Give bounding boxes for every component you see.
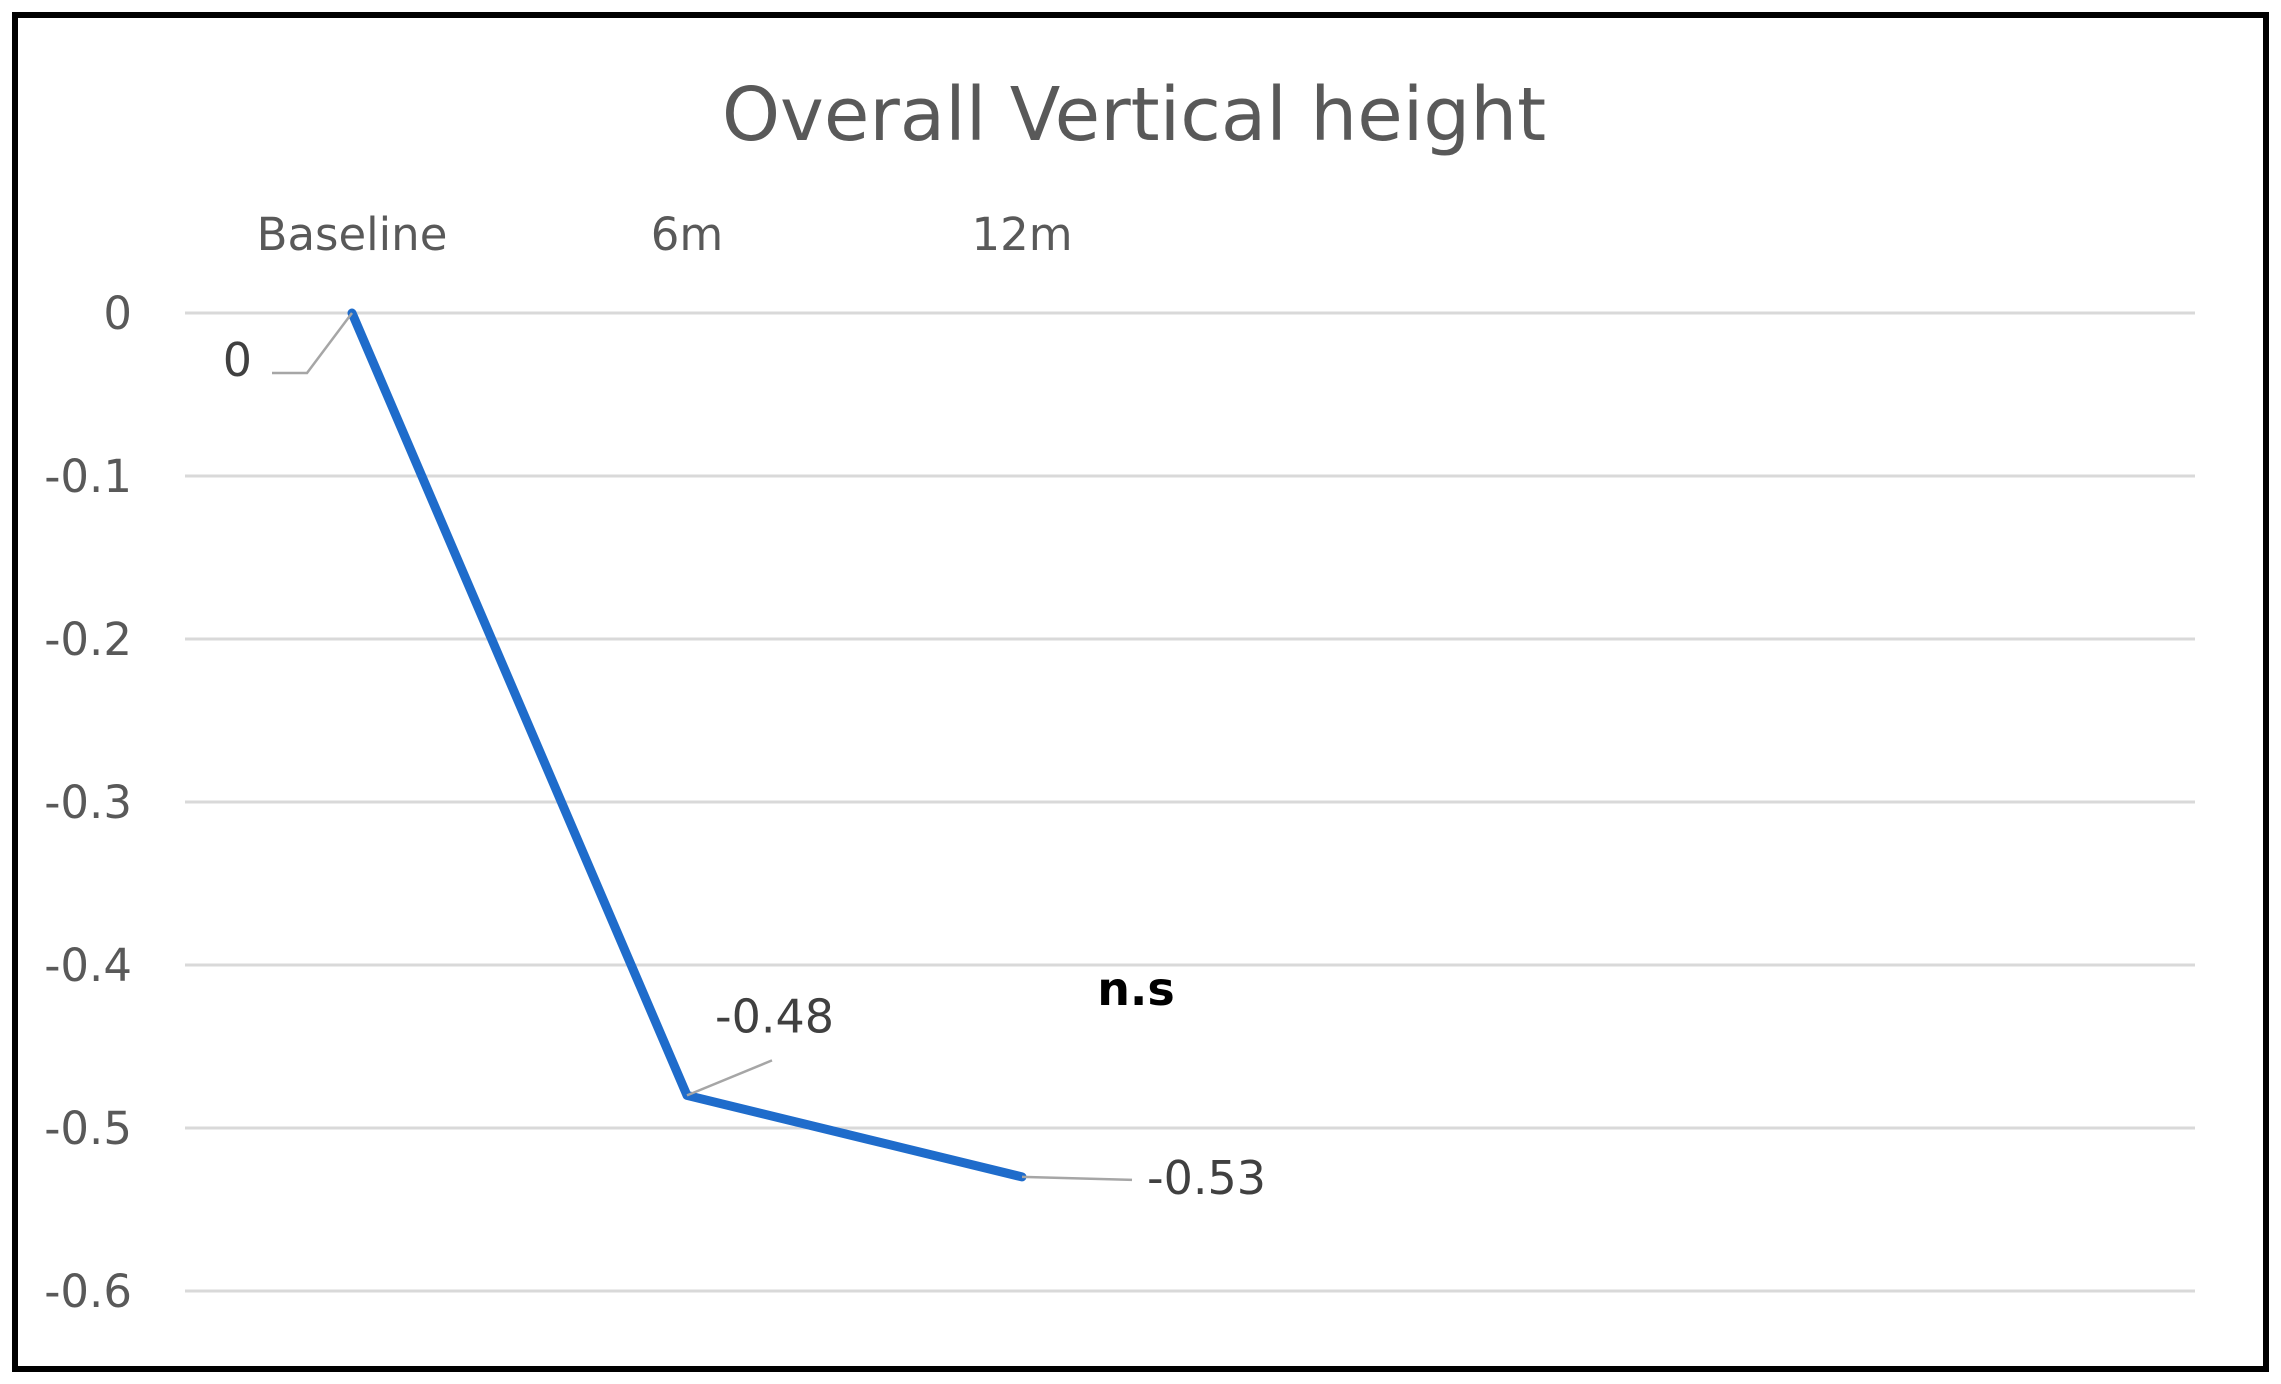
y-tick-label: -0.4	[44, 939, 132, 992]
x-axis-category-labels: Baseline 6m 12m	[257, 208, 1073, 261]
y-tick-label: -0.3	[44, 776, 132, 829]
chart-title: Overall Vertical height	[722, 72, 1546, 158]
data-label: -0.53	[1147, 1151, 1266, 1205]
data-label-leader	[1021, 1175, 1133, 1182]
y-tick-label: 0	[103, 287, 132, 340]
y-tick-label: -0.2	[44, 613, 132, 666]
data-labels: 0 -0.48 -0.53	[223, 312, 1266, 1205]
gridlines	[185, 311, 2195, 1293]
data-label: 0	[223, 333, 252, 387]
significance-annotation: n.s	[1097, 962, 1175, 1016]
y-tick-label: -0.5	[44, 1102, 132, 1155]
category-label: 12m	[971, 208, 1072, 261]
data-label-leader	[272, 312, 353, 375]
data-label-leader	[686, 1059, 773, 1097]
y-tick-label: -0.1	[44, 450, 132, 503]
category-label: 6m	[651, 208, 723, 261]
y-tick-label: -0.6	[44, 1265, 132, 1318]
category-label: Baseline	[257, 208, 448, 261]
y-axis-tick-labels: 0 -0.1 -0.2 -0.3 -0.4 -0.5 -0.6	[44, 287, 132, 1318]
chart-border	[12, 12, 2269, 1372]
data-label: -0.48	[715, 989, 834, 1043]
